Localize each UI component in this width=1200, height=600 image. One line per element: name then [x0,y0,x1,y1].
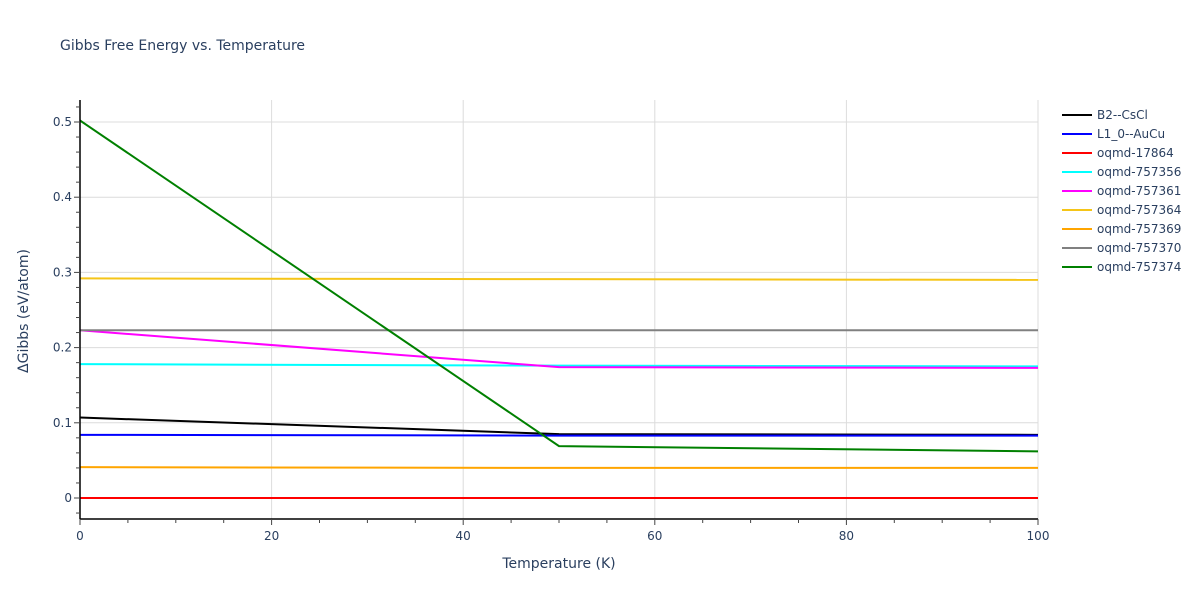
legend-item-oqmd-17864[interactable]: oqmd-17864 [1062,146,1174,160]
plot-area[interactable] [79,119,1039,499]
y-tick-label: 0.4 [53,190,72,204]
legend-item-oqmd-757361[interactable]: oqmd-757361 [1062,184,1181,198]
legend-label: oqmd-757356 [1097,165,1181,179]
series-line-B2--CsCl[interactable] [79,416,1039,436]
series-line-oqmd-757356[interactable] [79,363,1039,368]
y-tick-label: 0.5 [53,115,72,129]
y-tick-label: 0.1 [53,416,72,430]
legend-item-L1_0--AuCu[interactable]: L1_0--AuCu [1062,127,1165,141]
legend-item-oqmd-757356[interactable]: oqmd-757356 [1062,165,1181,179]
series-line-oqmd-757364[interactable] [79,277,1039,281]
axes: 0 20 40 60 80 100 0 0.1 0.2 0.3 0.4 0.5 [53,100,1050,543]
legend-item-oqmd-757364[interactable]: oqmd-757364 [1062,203,1181,217]
series-line-oqmd-757361[interactable] [79,329,1039,369]
legend-label: oqmd-757369 [1097,222,1181,236]
legend-item-oqmd-757370[interactable]: oqmd-757370 [1062,241,1181,255]
chart-title: Gibbs Free Energy vs. Temperature [60,38,305,54]
legend-item-oqmd-757369[interactable]: oqmd-757369 [1062,222,1181,236]
x-tick-label: 40 [456,529,471,543]
x-tick-label: 0 [76,529,84,543]
y-tick-label: 0.2 [53,341,72,355]
x-axis-title: Temperature (K) [501,556,615,572]
legend-label: oqmd-757374 [1097,260,1181,274]
x-tick-label: 20 [264,529,279,543]
legend-label: oqmd-757361 [1097,184,1181,198]
y-tick-label: 0 [64,491,72,505]
x-tick-label: 80 [839,529,854,543]
legend-item-B2--CsCl[interactable]: B2--CsCl [1062,108,1148,122]
legend-label: oqmd-757370 [1097,241,1181,255]
series-line-L1_0--AuCu[interactable] [79,433,1038,437]
legend-item-oqmd-757374[interactable]: oqmd-757374 [1062,260,1181,274]
legend-label: oqmd-757364 [1097,203,1181,217]
legend-label: L1_0--AuCu [1097,127,1165,141]
y-axis-title: ΔGibbs (eV/atom) [16,249,32,373]
x-tick-label: 100 [1027,529,1050,543]
legend-label: oqmd-17864 [1097,146,1174,160]
series-line-oqmd-757369[interactable] [79,466,1038,469]
legend-label: B2--CsCl [1097,108,1148,122]
series-line-oqmd-757374[interactable] [79,119,1039,453]
y-tick-label: 0.3 [53,265,72,279]
legend[interactable]: B2--CsCl L1_0--AuCu oqmd-17864 oqmd-757356 o… [1062,108,1181,274]
grid-lines [80,100,1039,519]
x-tick-label: 60 [647,529,662,543]
